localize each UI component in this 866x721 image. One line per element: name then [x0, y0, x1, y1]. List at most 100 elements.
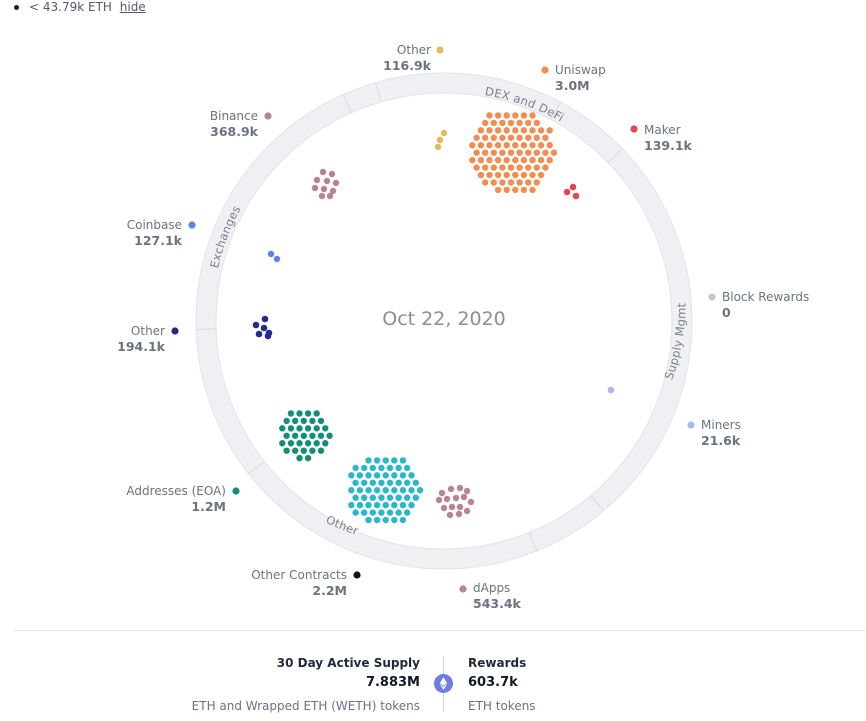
bubble-dot	[434, 143, 442, 151]
hide-link[interactable]: hide	[119, 0, 146, 14]
bubble-dot	[323, 177, 331, 185]
bubble-dot	[482, 149, 489, 156]
bubble-dot	[309, 447, 316, 454]
bubble-dot	[300, 432, 307, 439]
bubble-dot	[260, 324, 268, 332]
bubble-dot	[550, 149, 558, 156]
bubble-dot	[386, 509, 394, 516]
cluster-uniswap	[469, 112, 558, 194]
legend-value: 3.0M	[555, 78, 590, 93]
bubble-dot	[292, 432, 299, 439]
bubble-dot	[395, 479, 402, 486]
cluster-dapps	[435, 484, 475, 519]
bubble-dot	[443, 495, 451, 503]
bubble-dot	[412, 479, 419, 486]
bubble-dot	[369, 479, 376, 486]
bubble-dot	[512, 186, 519, 194]
bubble-dot	[287, 410, 295, 417]
center-date: Oct 22, 2020	[382, 308, 506, 330]
bubble-dot	[529, 186, 536, 194]
bubble-dot	[542, 134, 549, 141]
bubble-dot	[440, 504, 448, 512]
bubble-dot	[446, 511, 454, 519]
bubble-dot	[373, 501, 381, 509]
filter-note-text: < 43.79k ETH	[29, 0, 112, 14]
supply-bubble-chart: DEX and DeFi Supply Mgmt Other Exchanges…	[117, 43, 809, 611]
cluster-other-contracts	[348, 457, 424, 524]
rewards-subtitle: ETH tokens	[468, 699, 536, 713]
legend-value: 1.2M	[191, 499, 226, 514]
bubble-dot	[404, 464, 411, 472]
bubble-dot	[361, 509, 368, 516]
bubble-dot	[326, 192, 334, 200]
legend-name: Binance	[210, 109, 258, 123]
bubble-dot	[503, 112, 510, 119]
bubble-dot	[473, 134, 480, 141]
bubble-dot	[542, 164, 549, 171]
bubble-dot	[264, 332, 272, 340]
bubble-dot	[304, 410, 312, 417]
bubble-dot	[317, 432, 325, 439]
bubble-dot	[436, 136, 444, 144]
bubble-dot	[529, 171, 536, 179]
bubble-dot	[507, 164, 515, 171]
bubble-dot	[537, 127, 545, 134]
bubble-dot	[546, 127, 553, 134]
bubble-dot	[320, 185, 328, 193]
bubble-dot	[399, 457, 407, 464]
bubble-dot	[283, 447, 290, 454]
bubble-dot	[386, 479, 394, 486]
bubble-dot	[525, 149, 532, 156]
ring-divider-tick	[374, 82, 382, 103]
bubble-dot	[279, 440, 286, 447]
bubble-dot	[273, 255, 281, 263]
bubble-dot	[499, 149, 506, 156]
bubble-dot	[537, 142, 545, 149]
bubble-dot	[287, 440, 295, 447]
bubble-dot	[477, 171, 485, 179]
cluster-maker	[563, 183, 580, 200]
bubble-dot	[529, 112, 536, 119]
bubble-dot	[283, 417, 290, 425]
legend-value: 139.1k	[644, 138, 693, 153]
bubble-dot	[296, 440, 303, 447]
bubble-dot	[300, 447, 307, 454]
supply-value: 7.883M	[365, 675, 420, 690]
bubble-dot	[546, 142, 553, 149]
cluster-miners	[607, 386, 615, 394]
filter-note: < 43.79k ETH hide	[14, 0, 146, 14]
bubble-dot	[369, 464, 376, 472]
bubble-dot	[486, 142, 493, 149]
bubble-dot	[569, 183, 577, 191]
bubble-dot	[378, 494, 385, 501]
bubble-dot	[452, 494, 460, 502]
bubble-dot	[516, 149, 523, 156]
bubble-dot	[352, 494, 359, 501]
supply-title: 30 Day Active Supply	[276, 656, 420, 670]
ethereum-icon	[434, 674, 453, 693]
bubble-dot	[460, 493, 468, 501]
bubble-dot	[537, 156, 545, 164]
legend-name: Other Contracts	[251, 568, 347, 582]
bubble-dot	[378, 479, 385, 486]
bubble-dot	[296, 410, 303, 417]
bubble-dot	[542, 149, 549, 156]
rewards-block: Rewards 603.7k ETH tokens	[468, 652, 536, 720]
bubble-dot	[378, 509, 385, 516]
bubble-dot	[313, 425, 320, 432]
bubble-dot	[369, 494, 376, 501]
bubble-dot	[348, 487, 355, 494]
bubble-dot	[529, 156, 536, 164]
bubble-dot	[507, 179, 515, 186]
legend-dot	[436, 46, 444, 54]
legend-value: 543.4k	[473, 596, 522, 611]
legend-value: 21.6k	[701, 433, 741, 448]
bubble-dot	[267, 250, 275, 258]
bubble-dot	[304, 454, 312, 462]
bubble-dot	[516, 179, 523, 186]
bubble-dot	[317, 417, 325, 425]
bubble-dot	[507, 119, 515, 127]
